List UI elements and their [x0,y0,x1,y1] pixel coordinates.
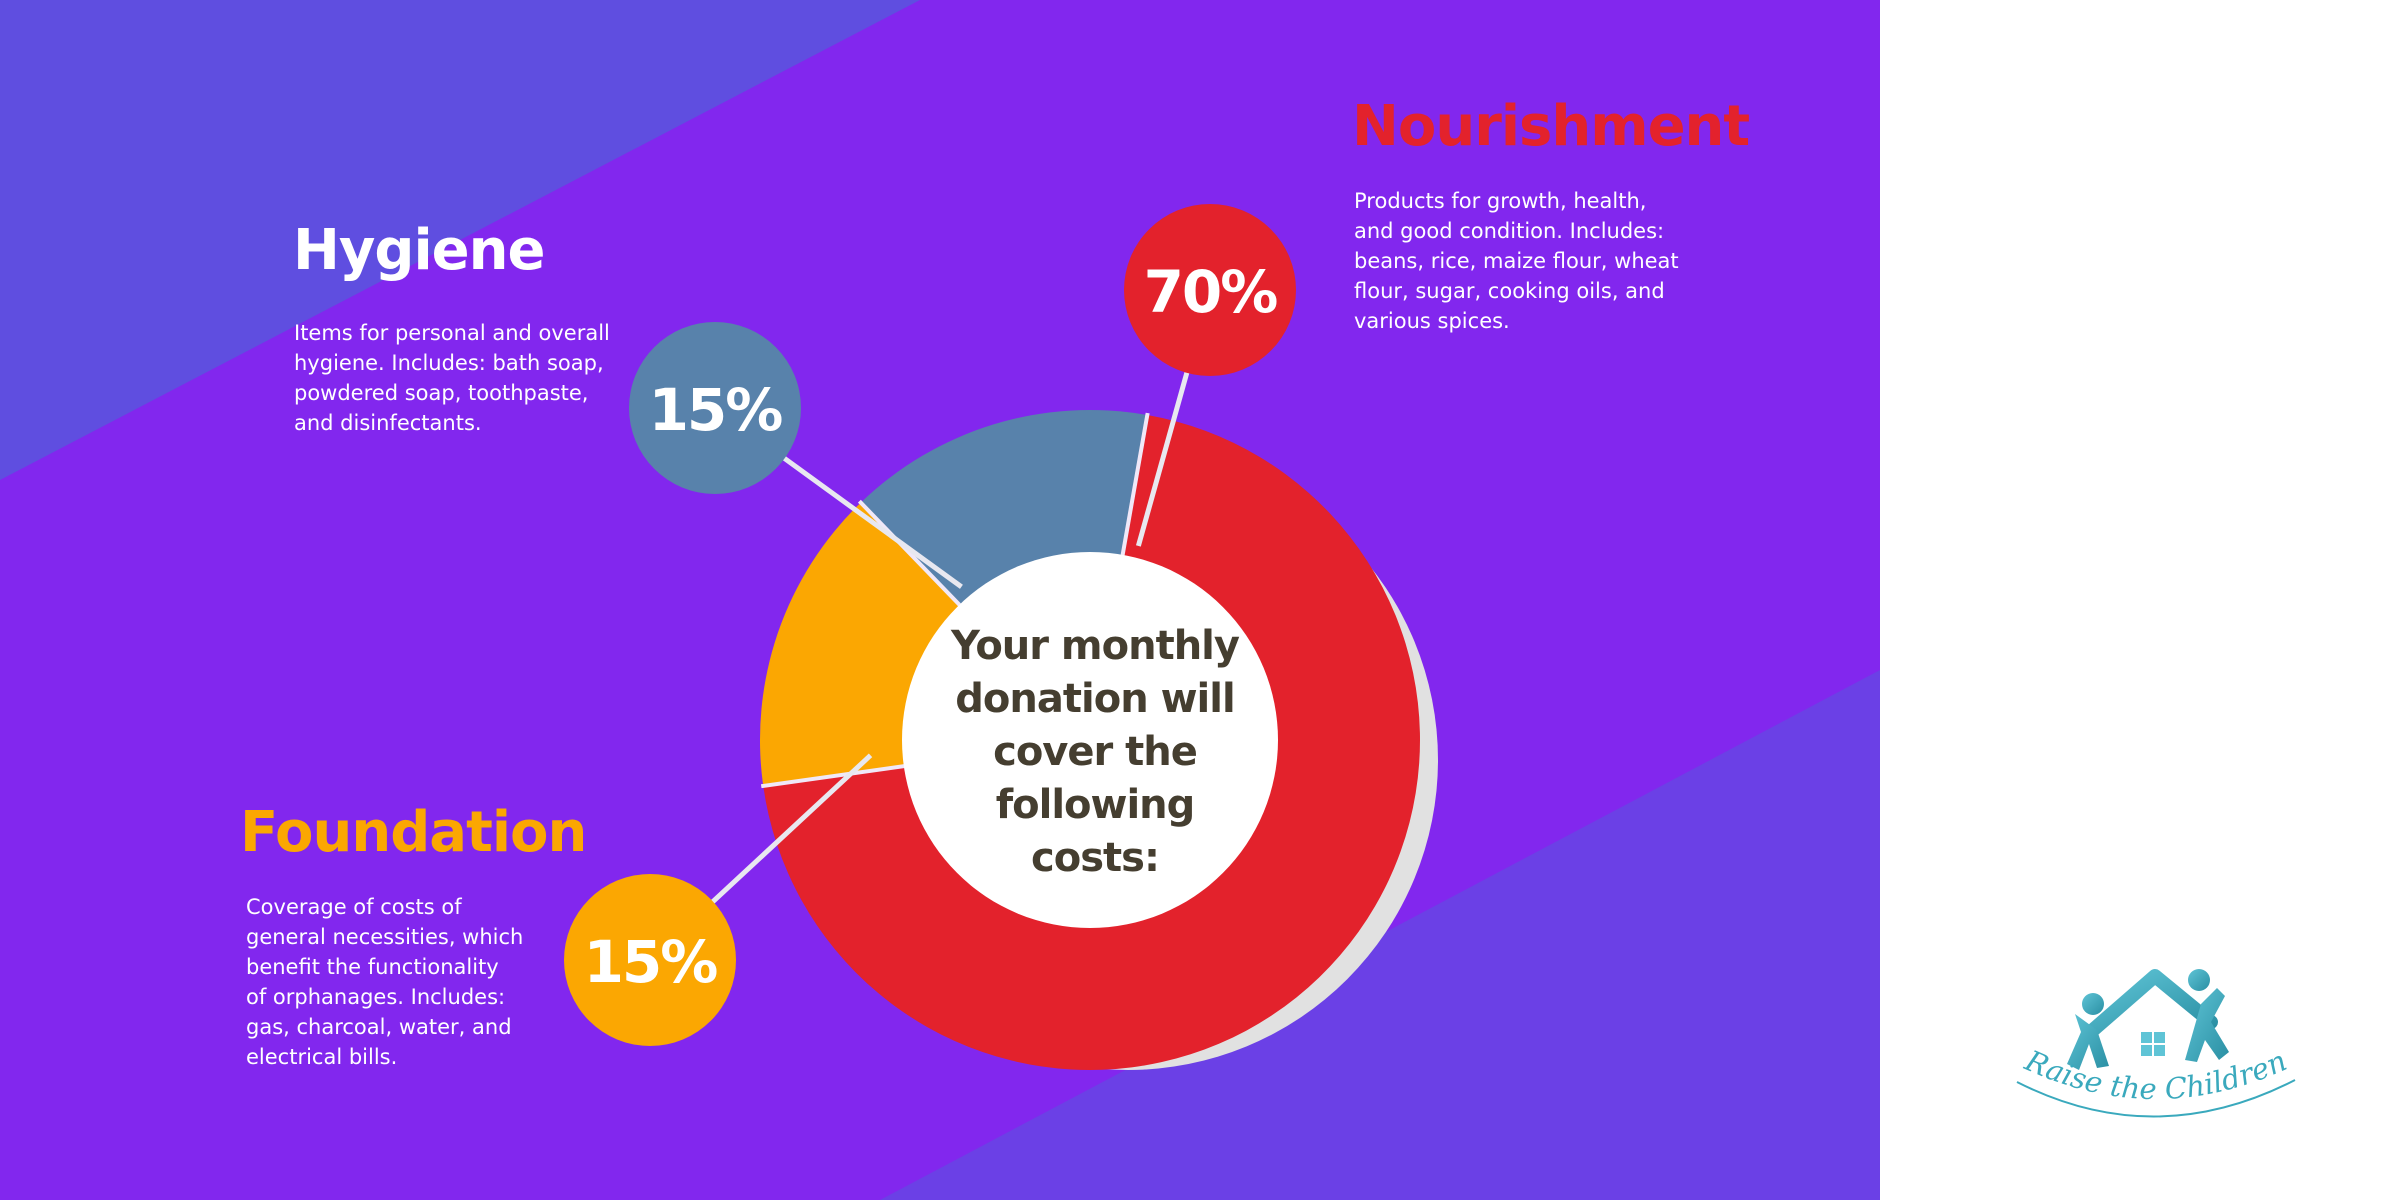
percentage-callouts: 70% 15% 15% [564,204,1296,1046]
callout-label-foundation: 15% [584,928,718,996]
logo-text: Raise the Children [2005,1042,2305,1122]
logo-wordmark: Raise the Children [2019,1043,2291,1106]
raise-the-children-logo: Raise the Children [2005,960,2305,1125]
callout-bubble-hygiene [629,322,801,494]
infographic-panel: 70% 15% 15% Your monthly donation will cov… [0,0,1880,1200]
center-line: following [995,782,1196,828]
foundation-description: Coverage of costs of general necessities… [246,895,524,1069]
donut-hole [902,552,1278,928]
background-band-top [0,0,920,480]
nourishment-title: Nourishment [1352,94,1750,159]
hygiene-title: Hygiene [293,218,545,283]
callout-bubble-foundation [564,874,736,1046]
foundation-title: Foundation [240,800,587,865]
donut-chart: 70% 15% 15% [564,204,1438,1070]
callout-label-hygiene: 15% [649,376,783,444]
callout-label-nourishment: 70% [1144,258,1278,326]
house-with-children-icon [2067,969,2229,1070]
center-line: Your monthly [951,623,1240,669]
hygiene-description: Items for personal and overall hygiene. … [294,321,610,435]
center-line: cover the [993,729,1198,775]
center-line: donation will [955,676,1235,722]
callout-bubble-nourishment [1124,204,1296,376]
center-line: costs: [1031,835,1160,881]
donut-center-label: Your monthly donation will cover the fol… [915,620,1275,885]
nourishment-description: Products for growth, health, and good co… [1354,189,1679,333]
